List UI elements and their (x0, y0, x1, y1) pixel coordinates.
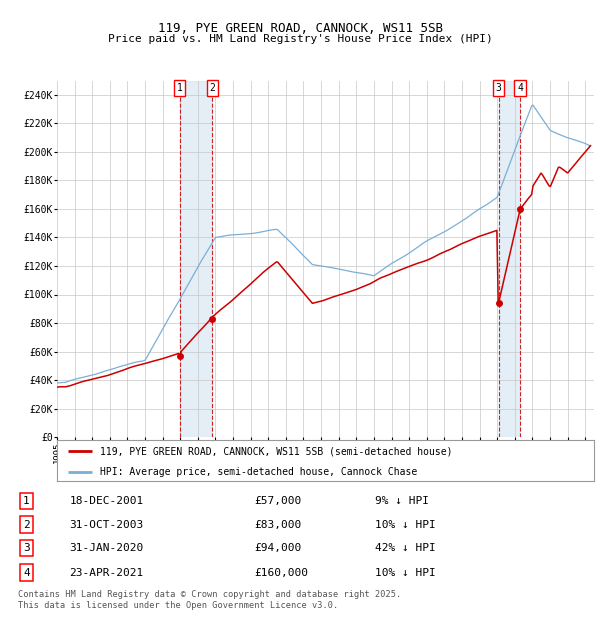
Text: £83,000: £83,000 (254, 520, 301, 529)
Text: 23-APR-2021: 23-APR-2021 (70, 567, 144, 578)
Text: 3: 3 (496, 82, 502, 93)
Text: 119, PYE GREEN ROAD, CANNOCK, WS11 5SB (semi-detached house): 119, PYE GREEN ROAD, CANNOCK, WS11 5SB (… (100, 446, 452, 456)
Text: 4: 4 (517, 82, 523, 93)
Text: 4: 4 (23, 567, 30, 578)
Text: 1: 1 (23, 496, 30, 506)
Bar (499, 81, 520, 437)
Bar (179, 81, 212, 437)
Text: 10% ↓ HPI: 10% ↓ HPI (375, 567, 436, 578)
Text: HPI: Average price, semi-detached house, Cannock Chase: HPI: Average price, semi-detached house,… (100, 467, 417, 477)
Text: Price paid vs. HM Land Registry's House Price Index (HPI): Price paid vs. HM Land Registry's House … (107, 34, 493, 44)
Text: 1: 1 (176, 82, 182, 93)
Text: £160,000: £160,000 (254, 567, 308, 578)
Text: 3: 3 (23, 543, 30, 553)
Text: 42% ↓ HPI: 42% ↓ HPI (375, 543, 436, 553)
Text: 18-DEC-2001: 18-DEC-2001 (70, 496, 144, 506)
Text: 31-JAN-2020: 31-JAN-2020 (70, 543, 144, 553)
Text: 119, PYE GREEN ROAD, CANNOCK, WS11 5SB: 119, PYE GREEN ROAD, CANNOCK, WS11 5SB (157, 22, 443, 35)
Text: 31-OCT-2003: 31-OCT-2003 (70, 520, 144, 529)
Text: £94,000: £94,000 (254, 543, 301, 553)
Text: 2: 2 (209, 82, 215, 93)
Text: 9% ↓ HPI: 9% ↓ HPI (375, 496, 429, 506)
Text: Contains HM Land Registry data © Crown copyright and database right 2025.
This d: Contains HM Land Registry data © Crown c… (18, 590, 401, 609)
Text: 2: 2 (23, 520, 30, 529)
Text: 10% ↓ HPI: 10% ↓ HPI (375, 520, 436, 529)
Text: £57,000: £57,000 (254, 496, 301, 506)
